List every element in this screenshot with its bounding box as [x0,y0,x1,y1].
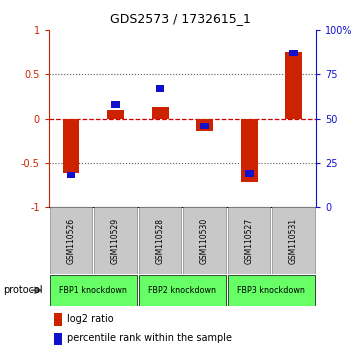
Text: GSM110526: GSM110526 [66,218,75,264]
Bar [49,275,137,306]
Bar [107,110,124,119]
Bar [54,333,62,345]
Text: GDS2573 / 1732615_1: GDS2573 / 1732615_1 [110,12,251,25]
Text: protocol: protocol [4,285,43,295]
Bar [49,207,92,274]
Bar [228,275,315,306]
Bar [94,207,137,274]
Bar [285,52,302,119]
Bar [200,122,209,129]
Text: FBP1 knockdown: FBP1 knockdown [59,286,127,295]
Bar [245,170,253,177]
Text: GSM110527: GSM110527 [245,218,253,264]
Text: GSM110530: GSM110530 [200,218,209,264]
Text: log2 ratio: log2 ratio [68,314,114,324]
Bar [62,119,79,173]
Bar [241,119,257,182]
Bar [152,107,169,119]
Bar [139,275,226,306]
Text: GSM110531: GSM110531 [289,218,298,264]
Bar [66,172,75,178]
Bar [156,85,165,92]
Text: FBP3 knockdown: FBP3 knockdown [238,286,305,295]
Text: FBP2 knockdown: FBP2 knockdown [148,286,216,295]
Text: percentile rank within the sample: percentile rank within the sample [68,333,232,343]
Text: GSM110528: GSM110528 [156,218,165,264]
Text: GSM110529: GSM110529 [111,218,120,264]
Bar [111,101,120,108]
Bar [139,207,182,274]
Bar [196,119,213,131]
Bar [272,207,315,274]
Bar [228,207,270,274]
Bar [183,207,226,274]
Bar [289,50,298,56]
Bar [54,313,62,326]
